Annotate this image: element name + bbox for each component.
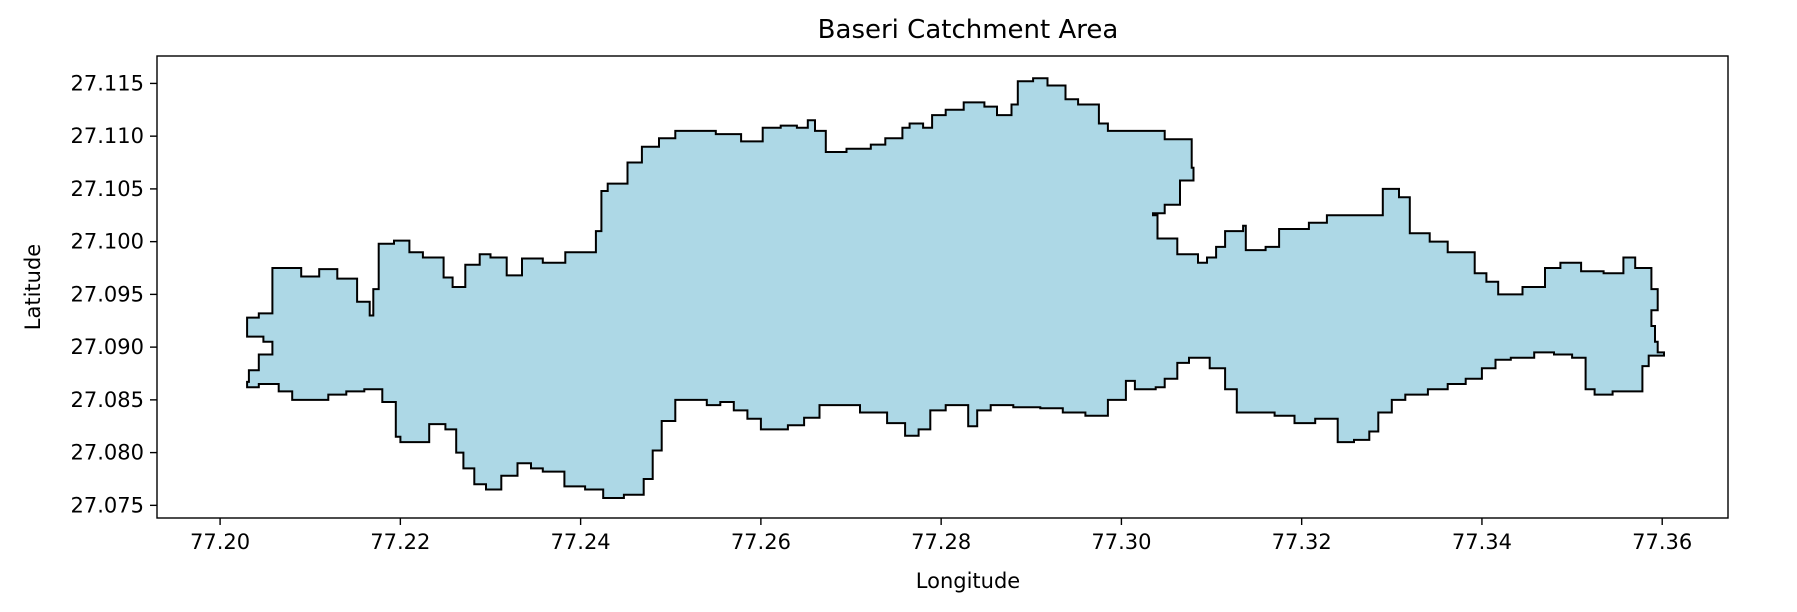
y-tick-label: 27.105 (71, 177, 144, 201)
chart-title: Baseri Catchment Area (818, 15, 1119, 45)
x-tick-label: 77.20 (190, 530, 250, 554)
x-axis-label: Longitude (916, 569, 1020, 593)
x-tick-label: 77.36 (1632, 530, 1692, 554)
x-tick-label: 77.32 (1272, 530, 1332, 554)
x-axis-ticks: 77.20 77.22 77.24 77.26 77.28 77.30 77.32 77.34… (190, 518, 1692, 554)
y-tick-label: 27.085 (71, 388, 144, 412)
catchment-area-polygon (246, 77, 1665, 499)
y-tick-label: 27.090 (71, 335, 144, 359)
y-tick-label: 27.080 (71, 441, 144, 465)
x-tick-label: 77.22 (370, 530, 430, 554)
x-tick-label: 77.28 (911, 530, 971, 554)
x-tick-label: 77.30 (1091, 530, 1151, 554)
x-tick-label: 77.24 (551, 530, 611, 554)
y-tick-label: 27.115 (71, 71, 144, 95)
y-axis-label: Latitude (21, 244, 45, 330)
x-tick-label: 77.26 (731, 530, 791, 554)
y-axis-ticks: 27.075 27.080 27.085 27.090 27.095 27.100 27.1… (71, 71, 157, 517)
y-tick-label: 27.095 (71, 282, 144, 306)
axes-frame (156, 55, 1729, 519)
y-tick-label: 27.100 (71, 230, 144, 254)
y-tick-label: 27.110 (71, 124, 144, 148)
x-tick-label: 77.34 (1452, 530, 1512, 554)
plot-area (156, 55, 1729, 519)
y-tick-label: 27.075 (71, 493, 144, 517)
